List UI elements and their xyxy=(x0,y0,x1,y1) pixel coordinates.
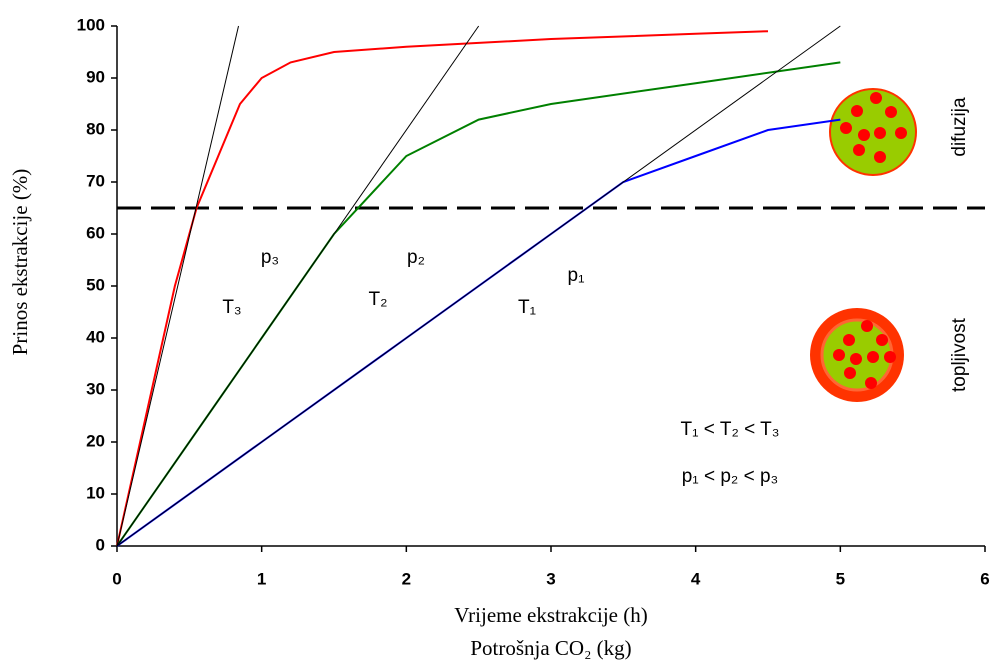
annotation: p₂ xyxy=(407,247,425,268)
y-tick-label: 10 xyxy=(86,483,105,502)
annotation: T₂ xyxy=(369,289,388,310)
y-tick-label: 0 xyxy=(96,535,105,554)
series-line xyxy=(116,30,769,547)
x-tick-label: 4 xyxy=(691,569,701,588)
y-tick-label: 80 xyxy=(86,119,105,138)
y-tick-label: 70 xyxy=(86,171,105,190)
x-tick-label: 3 xyxy=(546,569,555,588)
y-tick-label: 20 xyxy=(86,431,105,450)
x-tick-label: 6 xyxy=(980,569,989,588)
series-line xyxy=(116,25,841,547)
solubility-icon xyxy=(810,308,904,402)
y-tick-label: 100 xyxy=(77,15,105,34)
x-tick-label: 5 xyxy=(836,569,845,588)
y-tick-label: 40 xyxy=(86,327,105,346)
diffusion-icon xyxy=(829,88,917,176)
y-axis-label: Prinos ekstrakcije (%) xyxy=(8,169,32,356)
x-tick-label: 2 xyxy=(402,569,411,588)
annotation: p₃ xyxy=(261,247,279,268)
annotation: topljivost xyxy=(949,317,970,392)
x-tick-label: 0 xyxy=(112,569,121,588)
y-tick-label: 60 xyxy=(86,223,105,242)
y-tick-label: 30 xyxy=(86,379,105,398)
annotation: difuzija xyxy=(949,97,970,157)
series-line xyxy=(116,25,240,547)
annotation: p₁ xyxy=(568,265,585,286)
y-tick-label: 50 xyxy=(86,275,105,294)
annotation: T₃ xyxy=(222,297,241,318)
annotation: T₁ xyxy=(518,297,536,318)
x-tick-label: 1 xyxy=(257,569,266,588)
y-tick-label: 90 xyxy=(86,67,105,86)
x-axis-label-2: Potrošnja CO₂ (kg) xyxy=(470,636,631,660)
series-line xyxy=(116,25,480,547)
x-axis-label: Vrijeme ekstrakcije (h) xyxy=(454,603,647,627)
annotation: p₁ < p₂ < p₃ xyxy=(682,466,779,487)
annotation: T₁ < T₂ < T₃ xyxy=(681,419,780,440)
